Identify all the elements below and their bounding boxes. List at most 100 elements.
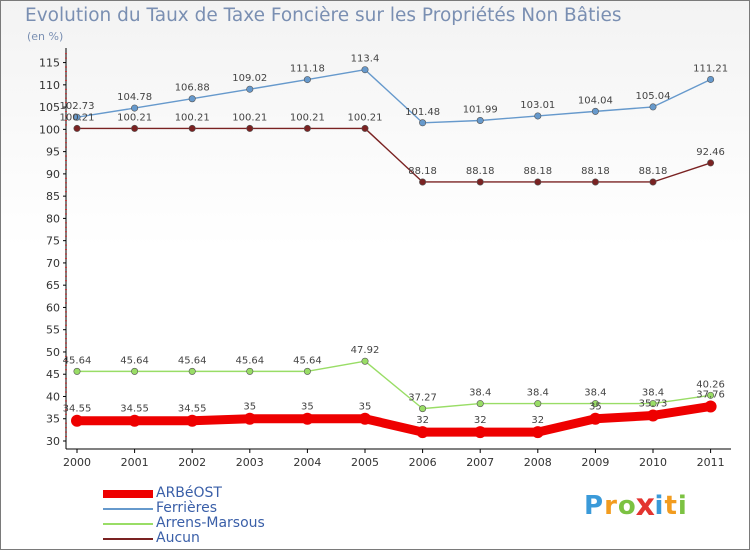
data-label-arrens-marsous-2011: 40.26 (696, 379, 725, 390)
data-point-aucun-2006 (419, 178, 427, 186)
data-point-aucun-2001 (131, 124, 139, 132)
data-label-arrens-marsous-2004: 45.64 (293, 355, 322, 366)
x-tick-label-2010: 2010 (639, 456, 667, 469)
data-point-arb-ost-2010 (647, 409, 659, 422)
data-label-aucun-2003: 100.21 (232, 112, 267, 123)
data-label-arrens-marsous-2007: 38.4 (469, 388, 491, 399)
data-point-arrens-marsous-2007 (476, 400, 484, 408)
data-label-arrens-marsous-2001: 45.64 (120, 355, 149, 366)
data-label-ferri-res-2008: 103.01 (520, 100, 555, 111)
series-line-ferri-res (76, 69, 712, 124)
data-label-arb-ost-2003: 35 (243, 402, 256, 413)
chart-legend: ARBéOST Ferrières Arrens-Marsous Aucun (103, 486, 323, 546)
data-label-ferri-res-2001: 104.78 (117, 92, 152, 103)
y-tick-label-90: 90 (46, 168, 60, 181)
data-point-aucun-2002 (188, 124, 196, 132)
x-tick-label-2004: 2004 (293, 456, 321, 469)
data-label-arb-ost-2011: 37.76 (696, 389, 725, 400)
legend-item-ferri-res: Ferrières (103, 501, 323, 516)
data-label-aucun-2009: 88.18 (581, 166, 610, 177)
data-point-ferri-res-2009 (591, 107, 599, 115)
data-label-arrens-marsous-2009: 38.4 (584, 388, 606, 399)
legend-item-aucun: Aucun (103, 531, 323, 546)
data-label-arrens-marsous-2010: 38.4 (642, 388, 664, 399)
y-tick-label-110: 110 (39, 79, 60, 92)
data-point-arb-ost-2002 (186, 414, 199, 427)
data-point-ferri-res-2005 (361, 66, 369, 74)
legend-label-arrens-marsous: Arrens-Marsous (156, 515, 265, 531)
x-tick-label-2002: 2002 (178, 456, 206, 469)
logo-letter: i (654, 491, 665, 521)
data-label-aucun-2011: 92.46 (696, 147, 725, 158)
data-point-arrens-marsous-2008 (534, 400, 542, 408)
x-tick-label-2000: 2000 (63, 456, 91, 469)
y-tick-label-65: 65 (46, 279, 60, 292)
data-label-arb-ost-2006: 32 (416, 415, 429, 426)
y-tick-label-85: 85 (46, 190, 60, 203)
y-tick-label-75: 75 (46, 235, 60, 248)
y-tick-label-30: 30 (46, 435, 60, 448)
legend-swatch-arb-ost (103, 490, 153, 498)
data-point-aucun-2004 (303, 124, 311, 132)
data-point-arb-ost-2007 (474, 426, 487, 439)
data-point-aucun-2011 (707, 159, 715, 167)
data-point-ferri-res-2004 (303, 76, 311, 84)
series-line-arrens-marsous (76, 360, 712, 410)
data-label-aucun-2004: 100.21 (290, 112, 325, 123)
data-label-aucun-2001: 100.21 (117, 112, 152, 123)
data-point-ferri-res-2011 (707, 75, 715, 83)
proxiti-logo: Proxiti (584, 489, 688, 524)
data-point-arrens-marsous-2005 (361, 357, 369, 365)
data-label-ferri-res-2006: 101.48 (405, 107, 440, 118)
data-label-ferri-res-2004: 111.18 (290, 64, 325, 75)
y-tick-label-115: 115 (39, 57, 60, 70)
legend-swatch-aucun (103, 538, 153, 540)
data-label-arb-ost-2004: 35 (301, 402, 314, 413)
data-point-arb-ost-2001 (128, 414, 141, 427)
x-tick-label-2005: 2005 (351, 456, 379, 469)
y-tick-label-50: 50 (46, 346, 60, 359)
y-tick-label-80: 80 (46, 212, 60, 225)
data-point-arb-ost-2003 (243, 412, 256, 425)
data-point-aucun-2000 (73, 124, 81, 132)
data-point-arrens-marsous-2011 (707, 391, 715, 399)
x-tick-label-2003: 2003 (236, 456, 264, 469)
x-tick-label-2009: 2009 (581, 456, 609, 469)
data-point-ferri-res-2008 (534, 112, 542, 120)
y-tick-label-100: 100 (39, 123, 60, 136)
data-point-arrens-marsous-2002 (188, 367, 196, 375)
data-point-arb-ost-2004 (301, 412, 314, 425)
data-point-aucun-2008 (534, 178, 542, 186)
legend-label-ferri-res: Ferrières (156, 500, 218, 516)
logo-letter: r (604, 491, 618, 521)
data-label-arb-ost-2000: 34.55 (63, 404, 92, 415)
data-point-arb-ost-2009 (589, 412, 602, 425)
data-point-ferri-res-2000 (73, 113, 81, 121)
y-tick-label-40: 40 (46, 390, 60, 403)
data-label-arb-ost-2008: 32 (531, 415, 544, 426)
chart-title: Evolution du Taux de Taxe Foncière sur l… (25, 5, 622, 26)
data-label-arb-ost-2007: 32 (474, 415, 487, 426)
data-label-aucun-2002: 100.21 (175, 112, 210, 123)
data-label-aucun-2006: 88.18 (408, 166, 437, 177)
series-line-arb-ost (72, 401, 716, 437)
x-tick-label-2006: 2006 (409, 456, 437, 469)
x-tick-label-2011: 2011 (697, 456, 725, 469)
y-tick-label-35: 35 (46, 413, 60, 426)
data-label-ferri-res-2007: 101.99 (463, 105, 498, 116)
data-point-ferri-res-2010 (649, 103, 657, 111)
data-label-aucun-2008: 88.18 (523, 166, 552, 177)
y-axis-unit-label: (en %) (27, 30, 64, 43)
data-point-arb-ost-2005 (359, 412, 371, 425)
data-point-arb-ost-2000 (71, 414, 83, 427)
data-point-arb-ost-2006 (416, 426, 429, 439)
data-label-arrens-marsous-2006: 37.27 (408, 393, 437, 404)
data-point-ferri-res-2003 (246, 85, 254, 93)
logo-letter: i (677, 491, 688, 521)
x-tick-label-2007: 2007 (466, 456, 494, 469)
legend-label-aucun: Aucun (156, 530, 200, 546)
legend-item-arrens-marsous: Arrens-Marsous (103, 516, 323, 531)
data-label-aucun-2007: 88.18 (466, 166, 495, 177)
